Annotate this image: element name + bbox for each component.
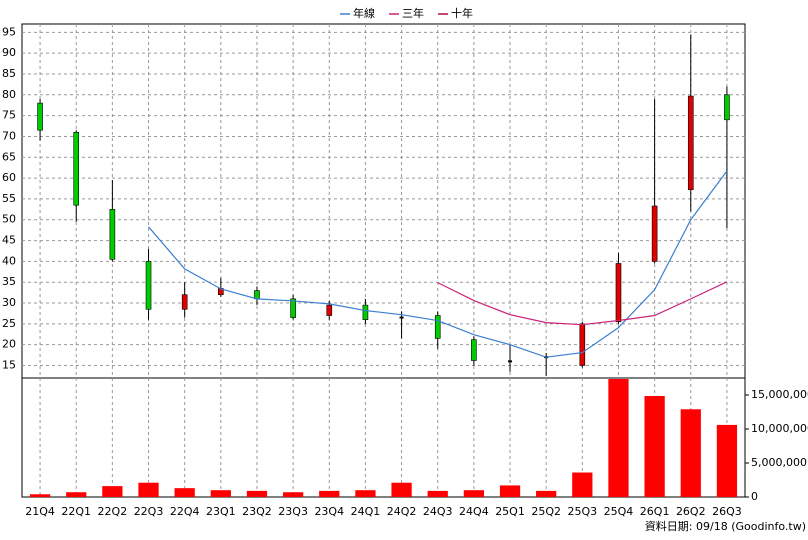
line-series xyxy=(148,170,728,358)
y2-tick-label: 10,000,000 xyxy=(751,422,808,435)
candle-body xyxy=(145,261,152,310)
volume-bar xyxy=(680,409,701,497)
volume-bar xyxy=(29,494,51,497)
volume-bar xyxy=(319,490,340,497)
y-tick-label: 60 xyxy=(2,171,16,184)
volume-bar xyxy=(463,490,484,497)
volume-bar xyxy=(716,424,738,497)
price-panel xyxy=(21,23,746,379)
volume-bar xyxy=(246,490,268,497)
line-series xyxy=(437,281,728,326)
candle-body xyxy=(362,304,369,320)
source-note: 資料日期: 09/18 (Goodinfo.tw) xyxy=(645,519,806,533)
volume-bar xyxy=(283,492,304,497)
y-tick-label: 45 xyxy=(2,234,16,247)
y2-tick-label: 5,000,000 xyxy=(751,456,807,469)
candle-body xyxy=(290,298,296,318)
x-tick-label: 23Q2 xyxy=(242,505,272,518)
candle-body xyxy=(615,263,622,323)
x-tick-label: 23Q1 xyxy=(206,505,236,518)
x-tick-label: 22Q1 xyxy=(61,505,91,518)
x-tick-label: 25Q4 xyxy=(604,505,634,518)
x-tick-label: 24Q3 xyxy=(423,505,453,518)
legend-label: 三年 xyxy=(402,6,424,20)
x-tick-label: 22Q3 xyxy=(134,505,164,518)
volume-bar xyxy=(102,486,123,497)
y-tick-label: 95 xyxy=(2,25,16,38)
volume-panel xyxy=(21,377,746,498)
volume-bar xyxy=(355,490,376,497)
candle-body xyxy=(254,290,260,300)
y2-tick-label: 0 xyxy=(751,490,758,503)
volume-bar xyxy=(536,490,557,497)
y-tick-label: 35 xyxy=(2,275,16,288)
x-tick-label: 25Q2 xyxy=(531,505,561,518)
candle-body xyxy=(724,94,730,121)
x-tick-label: 24Q4 xyxy=(459,505,489,518)
y-tick-label: 75 xyxy=(2,109,16,122)
y-tick-label: 55 xyxy=(2,192,16,205)
y-tick-label: 65 xyxy=(2,150,16,163)
y-tick-label: 80 xyxy=(2,88,16,101)
candle-body xyxy=(37,102,43,131)
y-tick-label: 90 xyxy=(2,46,16,59)
x-tick-label: 26Q1 xyxy=(640,505,670,518)
y-tick-label: 40 xyxy=(2,254,16,267)
y-tick-label: 15 xyxy=(2,359,16,372)
legend-label: 年線 xyxy=(353,6,375,20)
x-tick-label: 26Q2 xyxy=(676,505,706,518)
candle-body xyxy=(471,339,477,361)
y-tick-label: 25 xyxy=(2,317,16,330)
candle-body xyxy=(651,205,658,262)
volume-bar xyxy=(138,482,159,497)
y-tick-label: 85 xyxy=(2,67,16,80)
volume-bar xyxy=(391,482,412,497)
candle-body xyxy=(73,131,80,206)
volume-bar xyxy=(427,490,448,497)
candle-body xyxy=(687,95,694,191)
x-tick-label: 25Q3 xyxy=(567,505,597,518)
volume-bar xyxy=(174,488,195,497)
x-tick-label: 24Q2 xyxy=(387,505,417,518)
y-tick-label: 50 xyxy=(2,213,16,226)
candle-body xyxy=(109,209,116,260)
y-tick-label: 70 xyxy=(2,129,16,142)
y2-tick-label: 15,000,000 xyxy=(751,388,808,401)
x-tick-label: 21Q4 xyxy=(25,505,55,518)
x-tick-label: 24Q1 xyxy=(351,505,381,518)
x-tick-label: 22Q2 xyxy=(98,505,128,518)
volume-bar xyxy=(210,490,231,497)
x-tick-label: 22Q4 xyxy=(170,505,200,518)
x-tick-label: 23Q4 xyxy=(314,505,344,518)
volume-bar xyxy=(608,379,629,497)
candle-body xyxy=(181,294,188,310)
x-tick-label: 25Q1 xyxy=(495,505,525,518)
volume-bar xyxy=(499,485,521,497)
candle-body xyxy=(434,315,441,339)
x-tick-label: 26Q3 xyxy=(712,505,742,518)
volume-bar xyxy=(66,492,87,497)
legend-label: 十年 xyxy=(451,6,473,20)
candle-body xyxy=(326,304,333,316)
volume-bar xyxy=(572,472,593,497)
x-tick-label: 23Q3 xyxy=(278,505,308,518)
candle-body xyxy=(579,323,586,366)
y-tick-label: 20 xyxy=(2,338,16,351)
y-tick-label: 30 xyxy=(2,296,16,309)
volume-bar xyxy=(644,396,665,497)
